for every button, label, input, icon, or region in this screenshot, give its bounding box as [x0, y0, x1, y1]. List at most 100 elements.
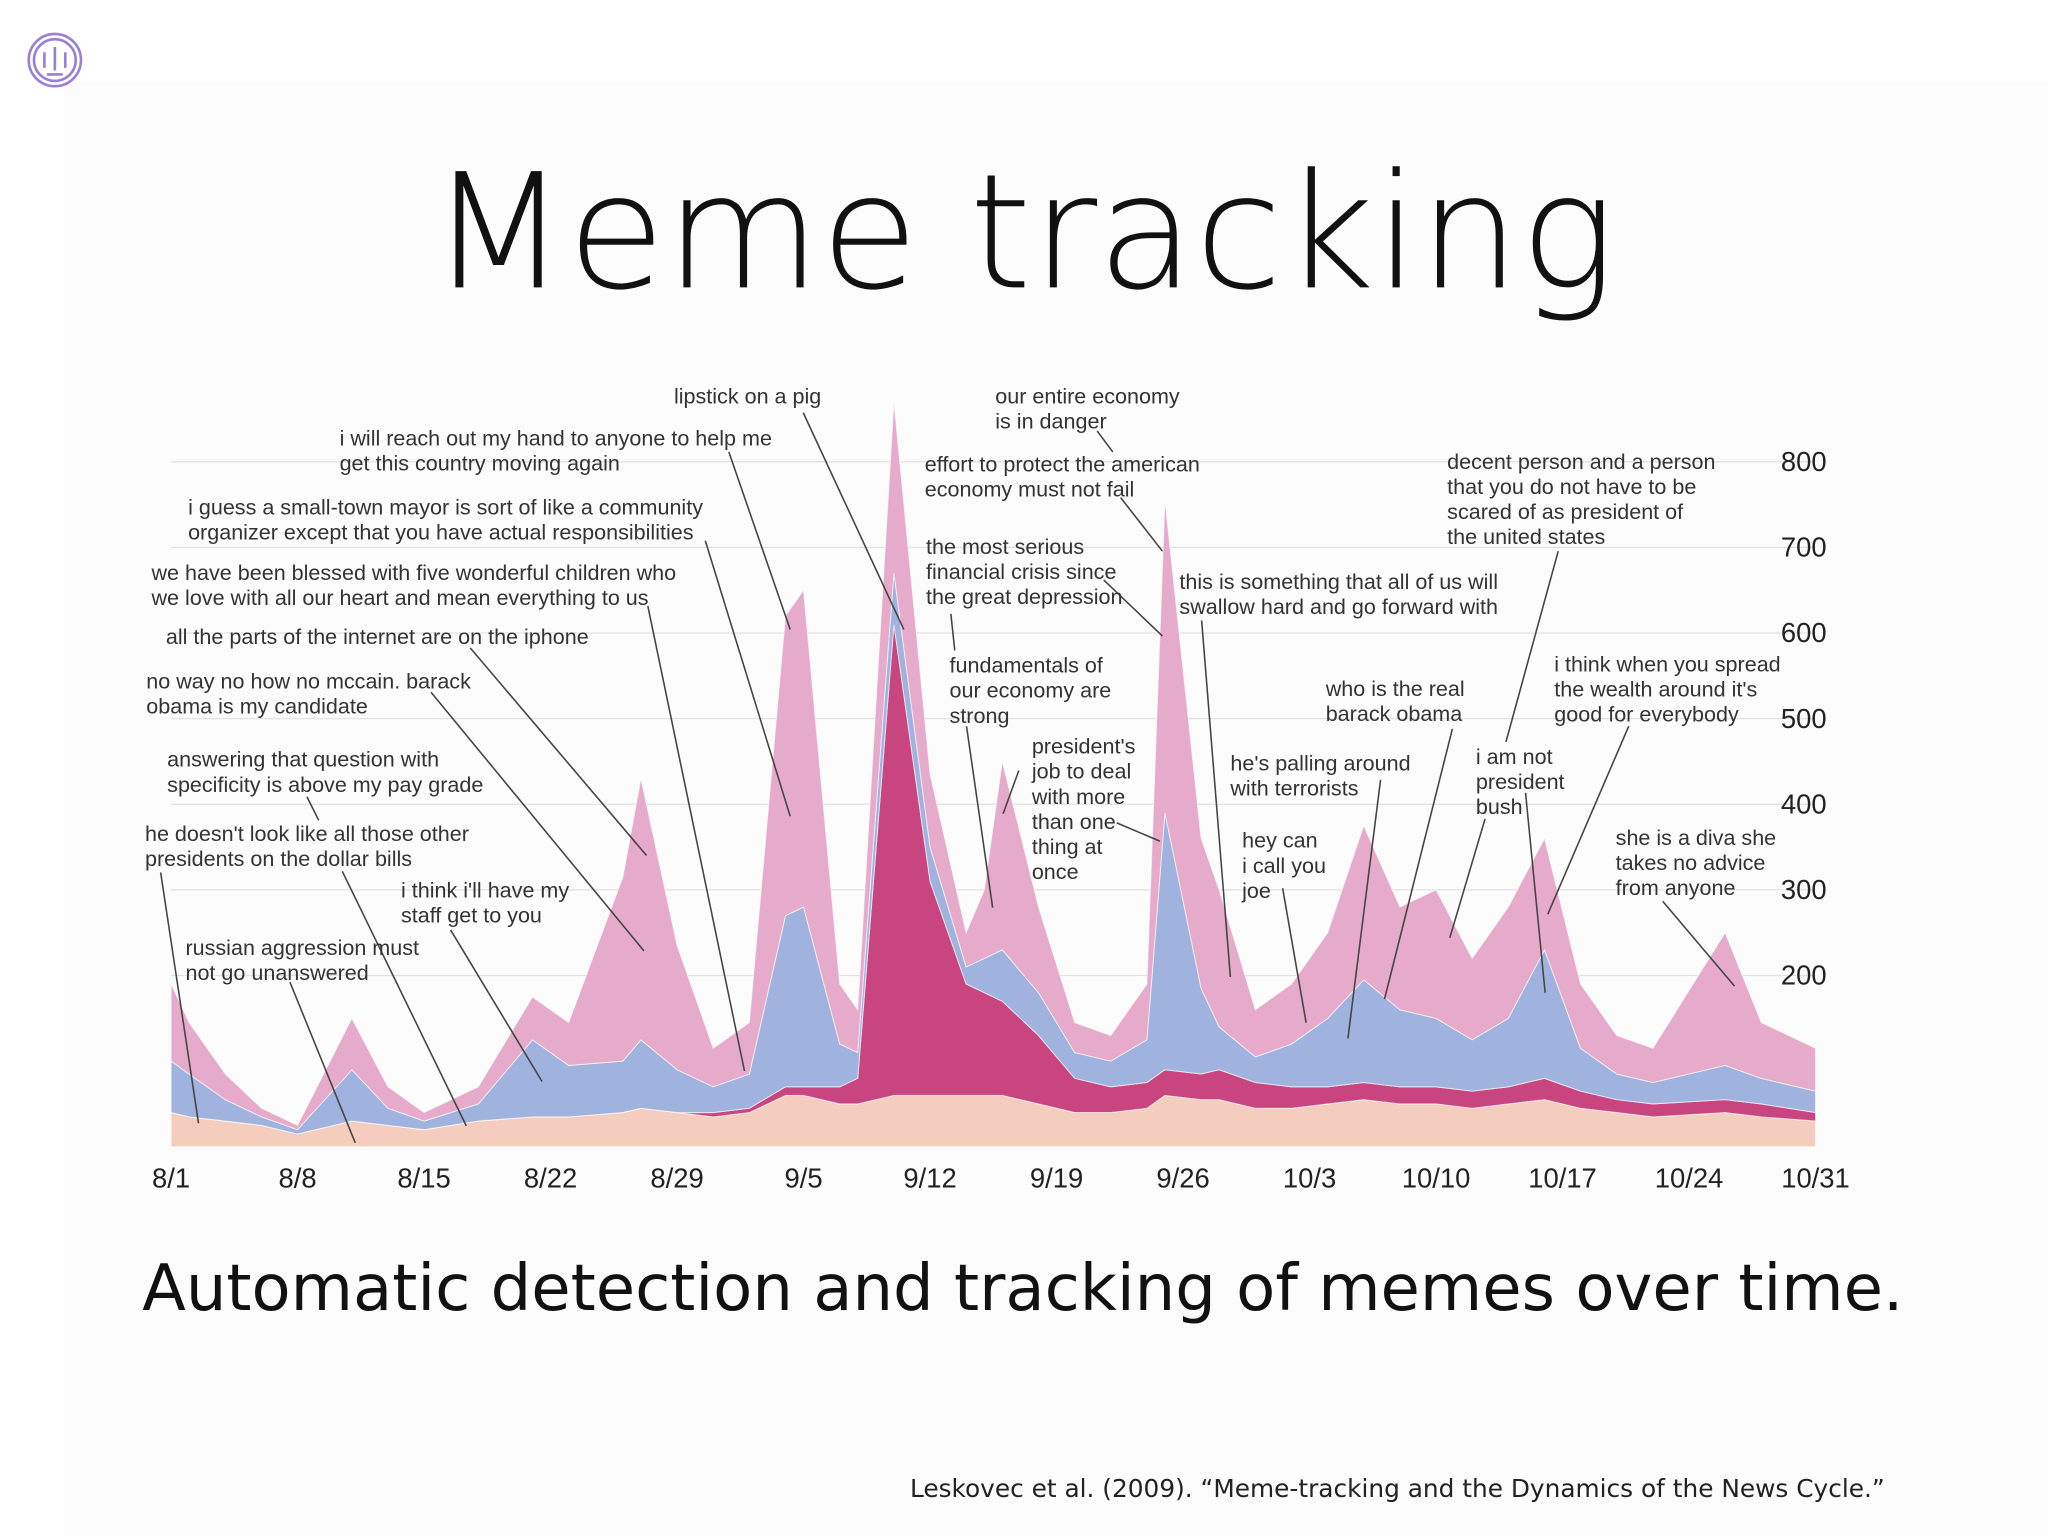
annotation: i am not [1476, 744, 1553, 769]
annotation: barack obama [1326, 701, 1463, 726]
annotation: who is the real [1325, 676, 1465, 701]
annotation: is in danger [995, 409, 1106, 434]
annotation: she is a diva she [1616, 825, 1777, 850]
annotation: hey can [1242, 828, 1317, 853]
annotation: we have been blessed with five wonderful… [151, 560, 677, 585]
annotation: that you do not have to be [1447, 474, 1696, 499]
annotation: than one [1032, 809, 1116, 834]
annotation: i will reach out my hand to anyone to he… [340, 425, 772, 450]
annotation: joe [1241, 878, 1271, 903]
leader-line [647, 605, 746, 1072]
annotation: he's palling around [1230, 751, 1410, 776]
annotation: our economy are [950, 678, 1112, 703]
annotation: with terrorists [1229, 776, 1358, 801]
y-tick-label: 800 [1781, 446, 1827, 477]
annotation: the united states [1447, 524, 1605, 549]
annotation: no way no how no mccain. barack [146, 668, 471, 693]
annotation: not go unanswered [185, 960, 368, 985]
x-tick-label: 8/22 [524, 1162, 577, 1193]
annotation: i think i'll have my [401, 877, 569, 902]
annotation: our entire economy [995, 384, 1180, 409]
chart: 200 300 400 500 600 700 800 8/1 8/8 8/15 8/22 8/29 9… [145, 384, 1850, 1194]
leader-line [1116, 822, 1161, 842]
annotation: president [1476, 769, 1565, 794]
area-layer [170, 401, 1817, 1131]
logo [27, 32, 83, 88]
annotation: effort to protect the american [925, 452, 1200, 477]
leader-line [306, 796, 320, 821]
x-tick-label: 9/19 [1030, 1162, 1083, 1193]
x-tick-label: 10/24 [1655, 1162, 1724, 1193]
annotation: economy must not fail [925, 477, 1135, 502]
annotation: i think when you spread [1554, 651, 1780, 676]
annotation: answering that question with [167, 747, 439, 772]
x-tick-label: 8/29 [650, 1162, 703, 1193]
leader-line [1281, 888, 1307, 1023]
x-tick-label: 9/12 [903, 1162, 956, 1193]
annotation: russian aggression must [185, 935, 419, 960]
leader-line [1120, 497, 1164, 552]
leader-line [965, 726, 994, 908]
leader-line [1662, 900, 1736, 987]
annotation: organizer except that you have actual re… [188, 520, 693, 545]
x-tick-label: 10/3 [1283, 1162, 1336, 1193]
citation: Leskovec et al. (2009). “Meme-tracking a… [910, 1474, 1885, 1503]
annotation: thing at [1032, 834, 1103, 859]
leader-line [1096, 430, 1114, 453]
annotation: financial crisis since [926, 559, 1116, 584]
annotation: swallow hard and go forward with [1179, 594, 1498, 619]
annotation: bush [1476, 794, 1523, 819]
leader-line [1524, 792, 1546, 993]
annotation: he doesn't look like all those other [145, 821, 469, 846]
annotation: decent person and a person [1447, 449, 1715, 474]
annotation: we love with all our heart and mean ever… [151, 585, 649, 610]
leader-line [449, 929, 543, 1082]
annotation: scared of as president of [1447, 499, 1684, 524]
x-tick-label: 10/17 [1528, 1162, 1597, 1193]
annotation: obama is my candidate [146, 693, 368, 718]
y-tick-label: 700 [1781, 532, 1827, 563]
leader-line [950, 613, 956, 651]
leader-line [469, 647, 648, 857]
slide-title: Meme tracking [430, 139, 1616, 325]
leader-line [1449, 818, 1486, 939]
leader-line [159, 872, 200, 1124]
leader-line [704, 540, 791, 817]
leader-line [430, 691, 645, 952]
annotation: staff get to you [401, 902, 542, 927]
annotation: fundamentals of [950, 653, 1104, 678]
leader-line [1383, 728, 1454, 1000]
leader-line [1547, 725, 1630, 915]
annotation: the wealth around it's [1554, 676, 1757, 701]
slide-subtitle: Automatic detection and tracking of meme… [142, 1252, 1903, 1326]
leader-line [1103, 579, 1163, 637]
leader-line [728, 451, 791, 630]
annotation: lipstick on a pig [674, 384, 821, 409]
annotation: presidents on the dollar bills [145, 846, 412, 871]
annotation: once [1032, 859, 1079, 884]
annotation: i call you [1242, 853, 1326, 878]
annotation: with more [1031, 784, 1125, 809]
x-tick-label: 10/10 [1402, 1162, 1471, 1193]
leader-line [1505, 550, 1559, 743]
leader-line [341, 870, 467, 1127]
annotation: president's [1032, 734, 1136, 759]
y-tick-label: 300 [1781, 874, 1827, 905]
annotation: job to deal [1031, 759, 1131, 784]
x-tick-label: 8/8 [279, 1162, 317, 1193]
x-tick-label: 8/1 [152, 1162, 190, 1193]
x-tick-label: 9/26 [1156, 1162, 1209, 1193]
annotation: the great depression [926, 584, 1122, 609]
y-tick-label: 500 [1781, 703, 1827, 734]
annotation: this is something that all of us will [1179, 569, 1498, 594]
y-tick-label: 200 [1781, 960, 1827, 991]
leader-line [802, 412, 905, 630]
leader-line [289, 981, 356, 1144]
x-tick-label: 10/31 [1781, 1162, 1850, 1193]
x-tick-label: 9/5 [785, 1162, 823, 1193]
annotation: from anyone [1616, 875, 1736, 900]
leader-line [1200, 620, 1232, 978]
annotation: i guess a small-town mayor is sort of li… [188, 495, 703, 520]
